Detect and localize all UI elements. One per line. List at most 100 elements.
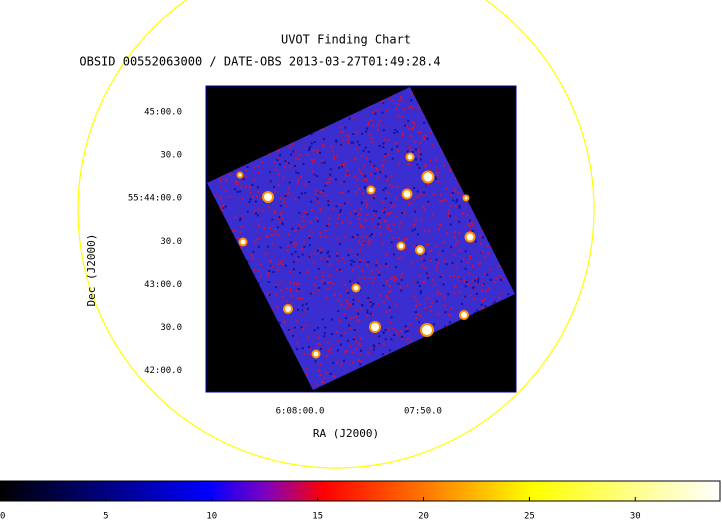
noise-pixel xyxy=(258,224,261,227)
noise-pixel xyxy=(387,138,390,141)
noise-pixel xyxy=(328,200,331,203)
noise-pixel xyxy=(370,140,373,143)
noise-pixel xyxy=(267,281,270,284)
noise-pixel xyxy=(444,306,447,309)
noise-pixel xyxy=(256,261,259,264)
noise-pixel xyxy=(360,360,363,363)
noise-pixel xyxy=(418,303,421,306)
noise-pixel xyxy=(418,105,421,108)
noise-pixel xyxy=(382,342,385,345)
noise-pixel xyxy=(447,209,450,212)
noise-pixel xyxy=(418,194,421,197)
noise-pixel xyxy=(414,122,417,125)
noise-pixel xyxy=(225,178,228,181)
noise-pixel xyxy=(360,273,363,276)
noise-pixel xyxy=(344,160,347,163)
noise-pixel xyxy=(416,233,419,236)
noise-pixel xyxy=(283,321,286,324)
noise-pixel xyxy=(387,137,390,140)
noise-pixel xyxy=(335,140,338,143)
noise-pixel xyxy=(343,180,346,183)
noise-pixel xyxy=(347,145,350,148)
noise-pixel xyxy=(298,211,301,214)
noise-pixel xyxy=(354,235,357,238)
noise-pixel xyxy=(268,293,271,296)
noise-pixel xyxy=(322,144,325,147)
noise-pixel xyxy=(456,240,459,243)
noise-pixel xyxy=(224,215,227,218)
chart-title: UVOT Finding Chart xyxy=(281,33,411,47)
noise-pixel xyxy=(418,151,421,154)
noise-pixel xyxy=(364,177,367,180)
noise-pixel xyxy=(300,140,303,143)
noise-pixel xyxy=(317,336,320,339)
noise-pixel xyxy=(261,233,264,236)
noise-pixel xyxy=(435,158,438,161)
noise-pixel xyxy=(342,362,345,365)
noise-pixel xyxy=(360,307,363,310)
noise-pixel xyxy=(412,244,415,247)
noise-pixel xyxy=(385,310,388,313)
noise-pixel xyxy=(367,105,370,108)
noise-pixel xyxy=(413,207,416,210)
noise-pixel xyxy=(287,162,290,165)
noise-pixel xyxy=(411,106,414,109)
noise-pixel xyxy=(305,211,308,214)
noise-pixel xyxy=(275,286,278,289)
noise-pixel xyxy=(439,325,442,328)
noise-pixel xyxy=(269,259,272,262)
noise-pixel xyxy=(320,190,323,193)
noise-pixel xyxy=(488,287,491,290)
noise-pixel xyxy=(400,278,403,281)
noise-pixel xyxy=(498,296,501,299)
noise-pixel xyxy=(387,329,390,332)
noise-pixel xyxy=(450,245,453,248)
noise-pixel xyxy=(343,313,346,316)
noise-pixel xyxy=(443,304,446,307)
noise-pixel xyxy=(352,338,355,341)
noise-pixel xyxy=(359,344,362,347)
noise-pixel xyxy=(487,252,490,255)
noise-pixel xyxy=(477,277,480,280)
noise-pixel xyxy=(396,145,399,148)
noise-pixel xyxy=(280,211,283,214)
noise-pixel xyxy=(259,263,262,266)
noise-pixel xyxy=(308,354,311,357)
noise-pixel xyxy=(400,273,403,276)
noise-pixel xyxy=(423,314,426,317)
noise-pixel xyxy=(396,332,399,335)
noise-pixel xyxy=(427,239,430,242)
noise-pixel xyxy=(395,304,398,307)
noise-pixel xyxy=(322,128,325,131)
noise-pixel xyxy=(349,327,352,330)
noise-pixel xyxy=(495,277,498,280)
noise-pixel xyxy=(418,126,421,129)
noise-pixel xyxy=(256,186,259,189)
noise-pixel xyxy=(306,270,309,273)
noise-pixel xyxy=(234,170,237,173)
noise-pixel xyxy=(475,299,478,302)
noise-pixel xyxy=(468,255,471,258)
noise-pixel xyxy=(369,312,372,315)
noise-pixel xyxy=(484,305,487,308)
noise-pixel xyxy=(430,235,433,238)
noise-pixel xyxy=(342,163,345,166)
noise-pixel xyxy=(398,337,401,340)
noise-pixel xyxy=(366,203,369,206)
noise-pixel xyxy=(394,330,397,333)
noise-pixel xyxy=(252,195,255,198)
noise-pixel xyxy=(281,223,284,226)
noise-pixel xyxy=(256,214,259,217)
noise-pixel xyxy=(359,114,362,117)
noise-pixel xyxy=(236,190,239,193)
noise-pixel xyxy=(310,158,313,161)
noise-pixel xyxy=(228,197,231,200)
noise-pixel xyxy=(309,323,312,326)
noise-pixel xyxy=(221,205,224,208)
noise-pixel xyxy=(313,283,316,286)
noise-pixel xyxy=(390,316,393,319)
noise-pixel xyxy=(448,223,451,226)
noise-pixel xyxy=(372,335,375,338)
noise-pixel xyxy=(296,342,299,345)
noise-pixel xyxy=(340,220,343,223)
